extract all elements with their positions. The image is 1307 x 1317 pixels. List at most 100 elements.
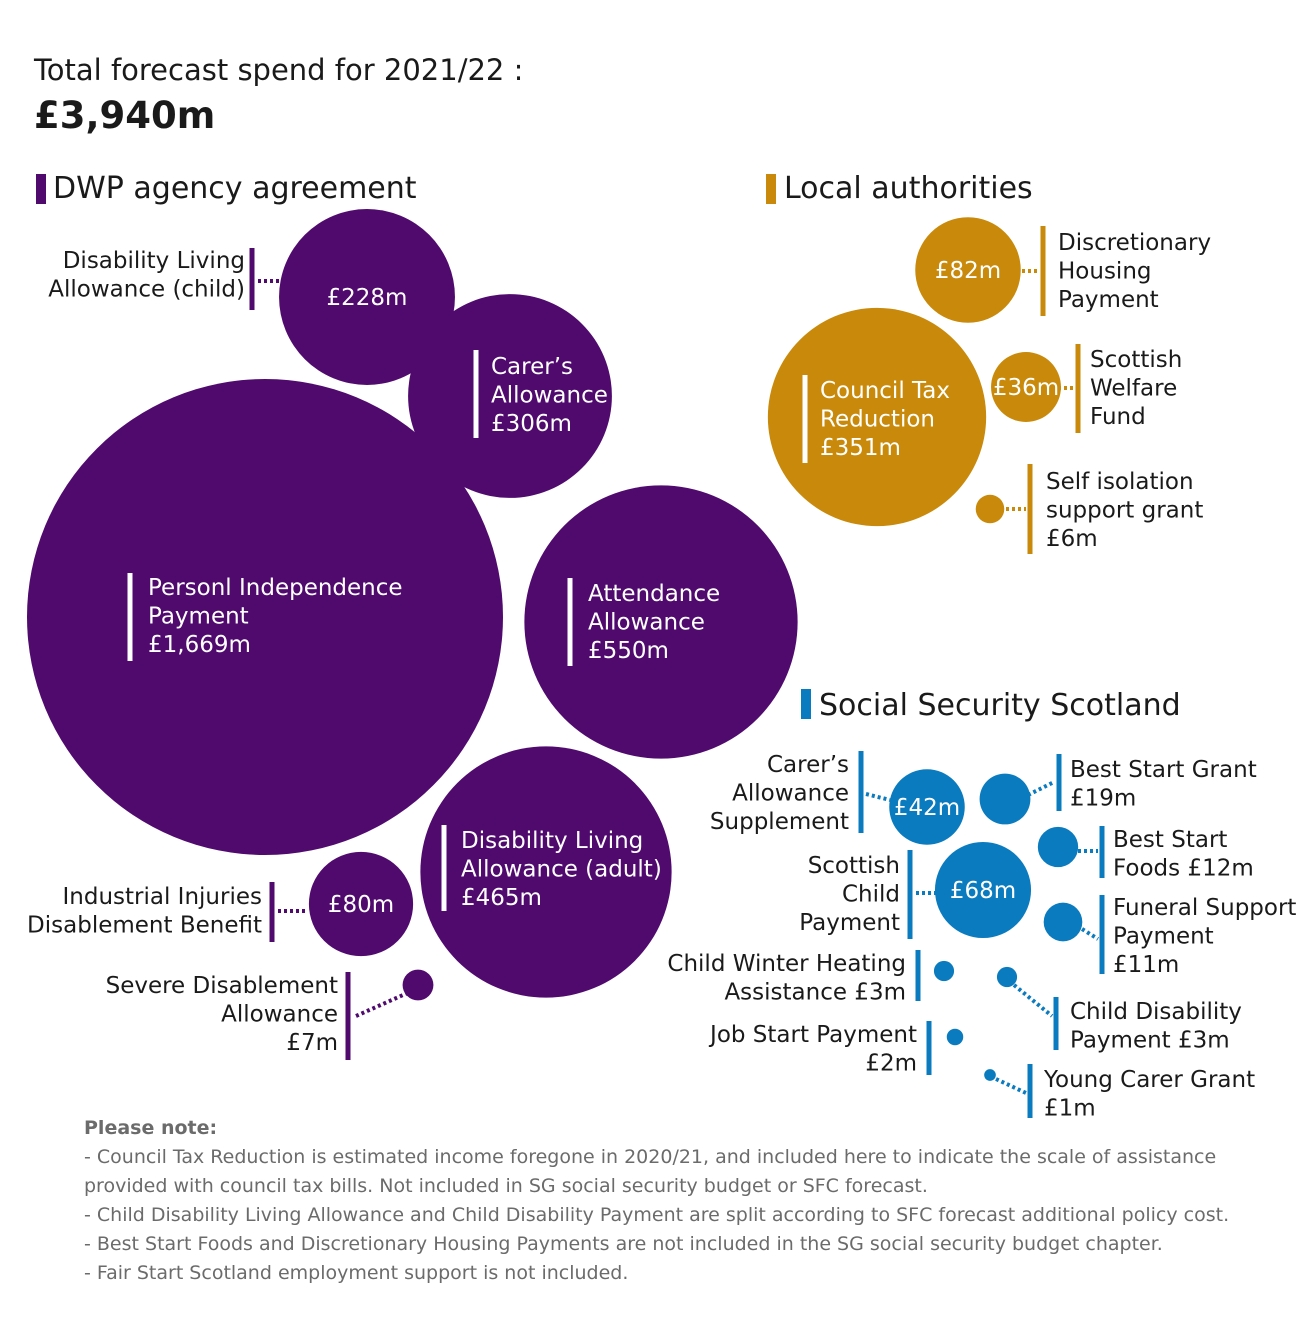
bubble-label-young-carer-grant: £1m (1044, 1096, 1096, 1122)
bubble-label-best-start-foods: Foods £12m (1113, 856, 1254, 882)
note-line: provided with council tax bills. Not inc… (84, 1175, 928, 1197)
bubble-label-attendance-allowance: £550m (588, 638, 669, 664)
bubble-label-scottish-welfare-fund: Welfare (1090, 376, 1177, 402)
bubble-value-scottish-welfare-fund: £36m (993, 375, 1059, 401)
bubble-best-start-foods (1037, 826, 1079, 868)
bubble-label-personl-independence-payment: Payment (148, 604, 249, 630)
bubble-label-council-tax-reduction: Reduction (820, 407, 935, 433)
bubble-label-discretionary-housing-payment: Payment (1058, 287, 1159, 313)
bubble-value-carer-s-allowance-supplement: £42m (894, 795, 960, 821)
bubble-label-discretionary-housing-payment: Discretionary (1058, 230, 1211, 256)
bubble-carer-s-allowance-supplement (889, 769, 965, 845)
chart-marks: DWP agency agreement Local authorities Soc… (27, 171, 1296, 1122)
bubble-label-carer-s-allowance: Allowance (491, 383, 608, 409)
bubble-label-industrial-injuries-disablement-benefit: Disablement Benefit (27, 913, 262, 939)
bubble-label-carer-s-allowance-supplement: Supplement (710, 809, 849, 835)
group-heading-local: Local authorities (784, 171, 1033, 206)
bubble-label-scottish-child-payment: Payment (799, 910, 900, 936)
bubble-value-disability-living-allowance-child: £228m (327, 285, 408, 311)
leader-line-young-carer-grant (995, 1077, 1027, 1095)
bubble-label-disability-living-allowance-child: Allowance (child) (48, 277, 245, 303)
bubble-label-job-start-payment: Job Start Payment (708, 1022, 917, 1048)
bubble-value-scottish-child-payment: £68m (950, 878, 1016, 904)
group-heading-sss: Social Security Scotland (819, 688, 1181, 723)
bubble-disability-living-allowance-child (279, 209, 455, 385)
leader-line-child-disability-payment (1012, 983, 1054, 1018)
legend-marker-sss (801, 689, 811, 719)
note-line: - Best Start Foods and Discretionary Hou… (84, 1233, 1163, 1255)
bubble-label-job-start-payment: £2m (865, 1051, 917, 1077)
bubble-label-council-tax-reduction: £351m (820, 435, 901, 461)
bubble-label-personl-independence-payment: Personl Independence (148, 575, 403, 601)
bubble-label-disability-living-allowance-adult: Disability Living (461, 828, 643, 854)
bubble-attendance-allowance (524, 485, 798, 759)
bubble-label-funeral-support-payment: £11m (1113, 952, 1179, 978)
bubble-young-carer-grant (984, 1069, 996, 1081)
bubble-scottish-child-payment (934, 841, 1032, 939)
note-line: - Council Tax Reduction is estimated inc… (84, 1146, 1216, 1168)
bubble-label-best-start-grant: £19m (1070, 786, 1136, 812)
bubble-label-funeral-support-payment: Payment (1113, 924, 1214, 950)
bubble-best-start-grant (979, 773, 1031, 825)
bubble-label-carer-s-allowance-supplement: Carer’s (767, 752, 849, 778)
bubble-label-severe-disablement-allowance: Allowance (221, 1002, 338, 1028)
leader-line-funeral-support-payment (1080, 927, 1100, 941)
bubble-label-self-isolation-support-grant: support grant (1046, 498, 1203, 524)
bubble-label-scottish-child-payment: Child (842, 882, 900, 908)
bubble-label-severe-disablement-allowance: £7m (286, 1030, 338, 1056)
bubble-industrial-injuries-disablement-benefit (308, 851, 414, 957)
leader-line-severe-disablement-allowance (355, 989, 413, 1018)
bubble-label-severe-disablement-allowance: Severe Disablement (106, 973, 338, 999)
chart-total: £3,940m (34, 94, 215, 137)
bubble-label-carer-s-allowance-supplement: Allowance (732, 781, 849, 807)
bubble-disability-living-allowance-adult (420, 746, 672, 998)
bubble-funeral-support-payment (1043, 902, 1083, 942)
note-line: - Fair Start Scotland employment support… (84, 1262, 628, 1284)
chart-title: Total forecast spend for 2021/22 : (33, 53, 523, 87)
bubble-label-carer-s-allowance: £306m (491, 411, 572, 437)
legend-marker-dwp (36, 174, 46, 204)
bubble-label-best-start-foods: Best Start (1113, 827, 1227, 853)
leader-line-best-start-grant (1027, 780, 1055, 797)
bubble-value-industrial-injuries-disablement-benefit: £80m (328, 892, 394, 918)
bubble-label-self-isolation-support-grant: £6m (1046, 526, 1098, 552)
bubble-personl-independence-payment (27, 379, 503, 855)
bubble-label-child-winter-heating-assistance: Assistance £3m (724, 980, 906, 1006)
bubble-label-scottish-welfare-fund: Fund (1090, 404, 1146, 430)
bubble-label-scottish-welfare-fund: Scottish (1090, 347, 1182, 373)
bubble-severe-disablement-allowance (402, 969, 434, 1001)
bubble-label-discretionary-housing-payment: Housing (1058, 259, 1152, 285)
bubble-label-industrial-injuries-disablement-benefit: Industrial Injuries (63, 884, 263, 910)
bubble-label-council-tax-reduction: Council Tax (820, 378, 950, 404)
notes-block: Please note: - Council Tax Reduction is … (84, 1117, 1229, 1284)
note-line: - Child Disability Living Allowance and … (84, 1204, 1229, 1226)
notes-heading: Please note: (84, 1117, 217, 1139)
bubble-self-isolation-support-grant (975, 494, 1005, 524)
bubble-label-child-disability-payment: Child Disability (1070, 999, 1242, 1025)
bubble-job-start-payment (946, 1028, 964, 1046)
bubble-label-disability-living-allowance-adult: £465m (461, 885, 542, 911)
bubble-label-young-carer-grant: Young Carer Grant (1043, 1067, 1255, 1093)
bubble-label-scottish-child-payment: Scottish (808, 853, 900, 879)
bubble-label-child-disability-payment: Payment £3m (1070, 1028, 1230, 1054)
bubble-carer-s-allowance (408, 294, 612, 498)
bubble-council-tax-reduction (767, 307, 987, 527)
bubble-discretionary-housing-payment (915, 217, 1021, 323)
bubble-scottish-welfare-fund (991, 352, 1061, 422)
group-heading-dwp: DWP agency agreement (53, 171, 417, 206)
bubble-child-winter-heating-assistance (933, 960, 955, 982)
bubble-label-disability-living-allowance-child: Disability Living (63, 248, 245, 274)
bubble-label-attendance-allowance: Allowance (588, 610, 705, 636)
bubble-label-carer-s-allowance: Carer’s (491, 354, 573, 380)
bubble-label-funeral-support-payment: Funeral Support (1113, 895, 1296, 921)
bubble-label-child-winter-heating-assistance: Child Winter Heating (667, 951, 906, 977)
bubble-label-attendance-allowance: Attendance (588, 581, 720, 607)
bubble-label-personl-independence-payment: £1,669m (148, 632, 251, 658)
bubble-label-self-isolation-support-grant: Self isolation (1046, 469, 1194, 495)
bubble-value-discretionary-housing-payment: £82m (935, 258, 1001, 284)
leader-line-carer-s-allowance-supplement (865, 792, 891, 802)
legend-marker-local (766, 174, 776, 204)
bubble-label-best-start-grant: Best Start Grant (1070, 757, 1257, 783)
bubble-label-disability-living-allowance-adult: Allowance (adult) (461, 857, 662, 883)
